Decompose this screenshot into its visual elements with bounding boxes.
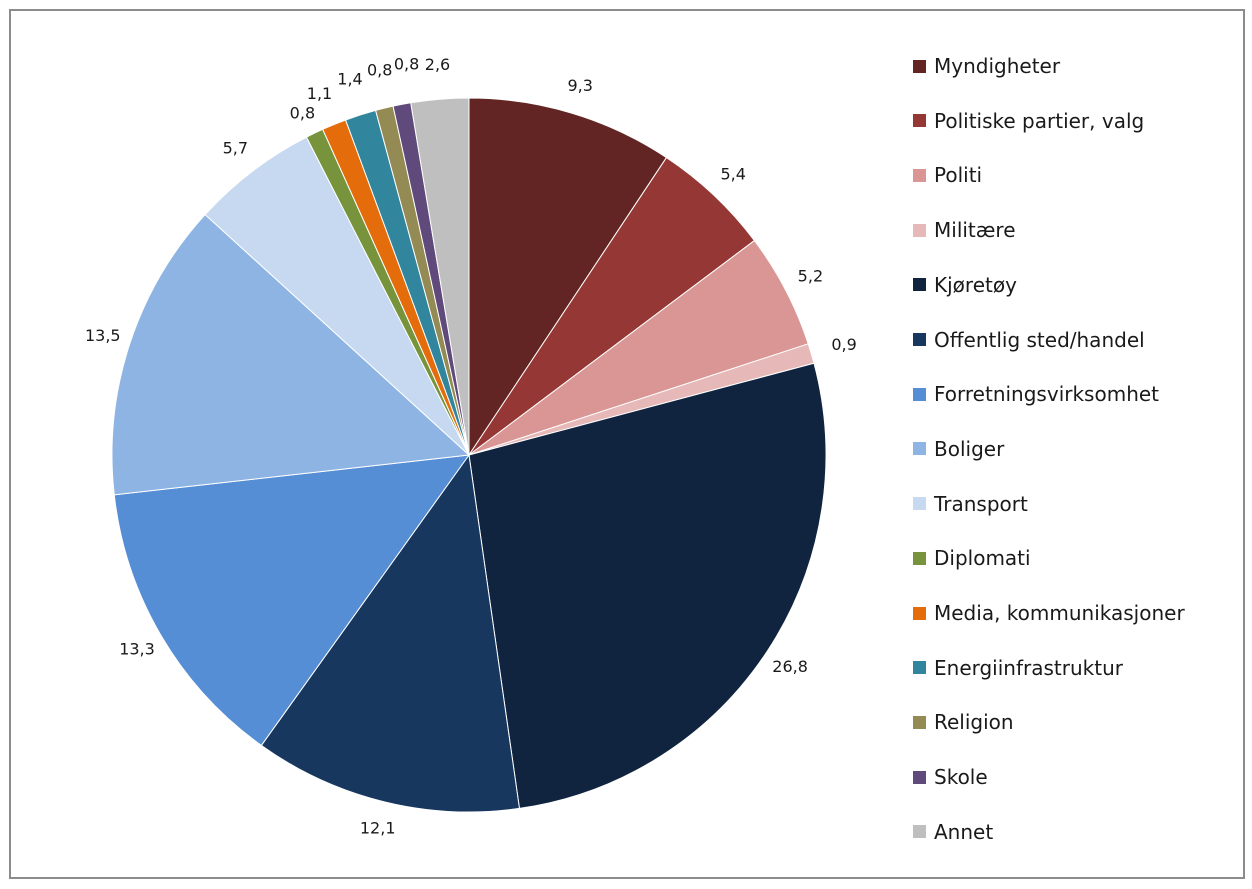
pie-slice-annet [410, 97, 470, 456]
data-label-transport: 5,7 [223, 139, 248, 158]
legend-label: Kjøretøy [934, 272, 1017, 297]
legend-swatch [913, 333, 926, 346]
data-label-diplomati: 0,8 [290, 103, 315, 122]
legend-swatch [913, 114, 926, 128]
legend-item-energiinfrastruktur: Energiinfrastruktur [913, 656, 1123, 680]
legend-label: Myndigheter [934, 54, 1061, 78]
legend-item-myndigheter: Myndigheter [913, 54, 1060, 78]
legend-swatch [913, 825, 926, 839]
pie-slice-boliger [111, 213, 471, 496]
data-label-offentlig-sted-handel: 12,1 [360, 819, 396, 838]
data-label-skole: 0,8 [394, 54, 419, 73]
legend-label: Offentlig sted/handel [934, 327, 1145, 352]
legend-label: Politi [934, 163, 983, 188]
legend-label: Politiske partier, valg [934, 108, 1145, 133]
legend-item-offentlig-sted-handel: Offentlig sted/handel [913, 328, 1145, 352]
legend-label: Transport [934, 491, 1028, 516]
legend-swatch [913, 661, 926, 675]
legend-swatch [913, 223, 926, 237]
legend-item-annet: Annet [913, 820, 993, 844]
data-label-militaere: 0,9 [831, 335, 856, 354]
legend-item-kjoretoy: Kjøretøy [913, 273, 1017, 297]
legend-swatch [913, 59, 926, 73]
legend-label: Energiinfrastruktur [934, 655, 1123, 680]
pie-slice-kjoretoy [468, 362, 827, 809]
legend-swatch [913, 278, 926, 292]
data-label-energiinfrastruktur: 1,4 [337, 70, 362, 89]
legend-label: Diplomati [934, 546, 1031, 571]
legend-label: Religion [934, 710, 1014, 735]
data-label-kjoretoy: 26,8 [772, 657, 808, 676]
legend-item-politi: Politi [913, 163, 982, 187]
legend-swatch [913, 551, 926, 565]
pie-slice-forretningsvirksomhet [113, 454, 471, 747]
data-label-boliger: 13,5 [85, 326, 121, 345]
legend-item-militaere: Militære [913, 218, 1016, 242]
pie-data-labels: 9,35,45,20,926,812,113,313,55,70,81,11,4… [85, 54, 857, 837]
legend-label: Forretningsvirksomhet [934, 382, 1160, 407]
legend-label: Boliger [934, 436, 1005, 461]
pie-slice-offentlig-sted-handel [260, 453, 521, 813]
data-label-annet: 2,6 [425, 55, 450, 74]
legend-swatch [913, 442, 926, 456]
data-label-forretningsvirksomhet: 13,3 [119, 639, 155, 658]
legend-swatch [913, 606, 926, 620]
pie-slice-myndigheter [468, 97, 668, 457]
legend-label: Skole [934, 765, 988, 790]
legend-label: Militære [934, 218, 1016, 243]
legend-label: Media, kommunikasjoner [934, 601, 1185, 625]
legend-item-diplomati: Diplomati [913, 546, 1031, 570]
legend-swatch [913, 168, 926, 182]
legend-label: Annet [934, 819, 994, 844]
legend-item-media-kommunikasjoner: Media, kommunikasjoner [913, 601, 1185, 625]
legend-item-forretningsvirksomhet: Forretningsvirksomhet [913, 382, 1159, 406]
data-label-media-kommunikasjoner: 1,1 [307, 84, 332, 103]
legend-item-boliger: Boliger [913, 437, 1004, 461]
data-label-religion: 0,8 [367, 61, 392, 80]
legend-swatch [913, 715, 926, 729]
data-label-myndigheter: 9,3 [567, 76, 592, 95]
data-label-politiske-partier-valg: 5,4 [720, 164, 745, 183]
legend-item-religion: Religion [913, 710, 1014, 734]
legend-item-transport: Transport [913, 492, 1028, 516]
legend-item-skole: Skole [913, 765, 988, 789]
data-label-politi: 5,2 [798, 267, 823, 286]
legend-swatch [913, 497, 926, 511]
legend-swatch [913, 770, 926, 784]
pie-slice-transport [204, 136, 470, 456]
legend-swatch [913, 387, 926, 401]
pie-slices [111, 97, 827, 813]
legend-item-politiske-partier-valg: Politiske partier, valg [913, 109, 1144, 133]
